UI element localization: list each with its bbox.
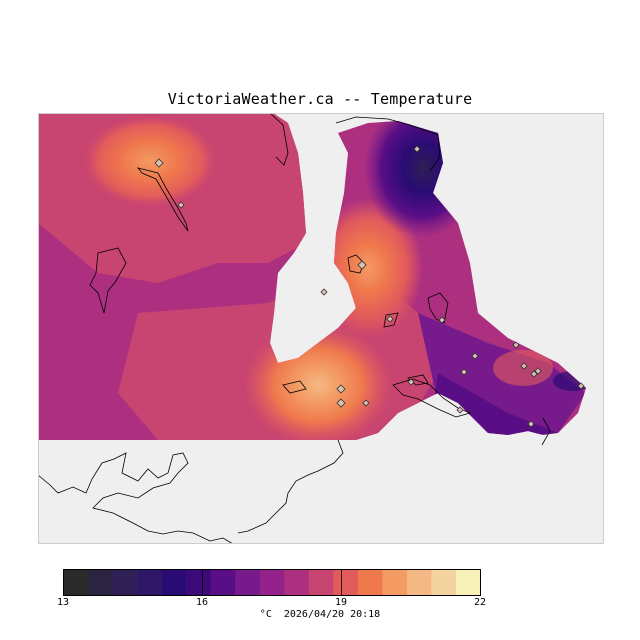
colorbar-swatch — [308, 569, 334, 596]
map-title: VictoriaWeather.ca -- Temperature — [167, 90, 473, 108]
station-marker[interactable] — [577, 382, 585, 390]
units-and-timestamp: °C 2026/04/20 20:18 — [0, 609, 640, 620]
colorbar-swatch — [137, 569, 162, 596]
station-marker[interactable] — [520, 362, 528, 370]
colorbar-swatch — [455, 569, 481, 596]
station-marker[interactable] — [336, 384, 346, 394]
station-marker[interactable] — [527, 420, 535, 428]
station-marker[interactable] — [471, 352, 479, 360]
colorbar-swatch — [210, 569, 236, 596]
station-marker[interactable] — [154, 158, 164, 168]
colorbar-tick-label: 22 — [473, 597, 487, 608]
colorbar-tick-label: 19 — [334, 597, 348, 608]
station-marker[interactable] — [413, 145, 421, 153]
temperature-map[interactable] — [38, 113, 604, 544]
olympic-coastline — [38, 452, 234, 544]
station-marker[interactable] — [456, 406, 464, 414]
colorbar-tick-label: 13 — [56, 597, 70, 608]
colorbar-swatch — [63, 569, 89, 596]
timestamp: 2026/04/20 20:18 — [283, 609, 381, 620]
station-marker[interactable] — [460, 368, 468, 376]
station-marker[interactable] — [386, 315, 394, 323]
colorbar-swatch — [284, 569, 310, 596]
colorbar-swatch — [161, 569, 187, 596]
colorbar-swatch — [333, 569, 359, 596]
weather-stations — [154, 145, 585, 428]
station-marker[interactable] — [177, 201, 185, 209]
temperature-colorbar — [63, 569, 481, 596]
station-marker[interactable] — [407, 378, 415, 386]
olympic-coastline-east — [237, 439, 344, 534]
colorbar-swatch — [88, 569, 113, 596]
colorbar-border — [63, 569, 481, 596]
colorbar-swatch — [235, 569, 261, 596]
station-marker[interactable] — [438, 316, 446, 324]
station-marker[interactable] — [320, 288, 328, 296]
colorbar-swatch — [186, 569, 211, 596]
colorbar-swatch — [382, 569, 408, 596]
colorbar-swatch — [259, 569, 285, 596]
colorbar-tick-label: 16 — [195, 597, 209, 608]
station-marker[interactable] — [357, 260, 367, 270]
colorbar-swatch — [112, 569, 138, 596]
station-marker[interactable] — [362, 399, 370, 407]
colorbar-swatch — [357, 569, 383, 596]
colorbar-swatch — [406, 569, 432, 596]
station-marker[interactable] — [530, 370, 538, 378]
station-marker[interactable] — [534, 367, 542, 375]
station-marker[interactable] — [336, 398, 346, 408]
colorbar-swatch — [431, 569, 457, 596]
units-label: °C — [259, 609, 272, 620]
map-frame — [38, 113, 604, 544]
station-marker[interactable] — [512, 341, 520, 349]
